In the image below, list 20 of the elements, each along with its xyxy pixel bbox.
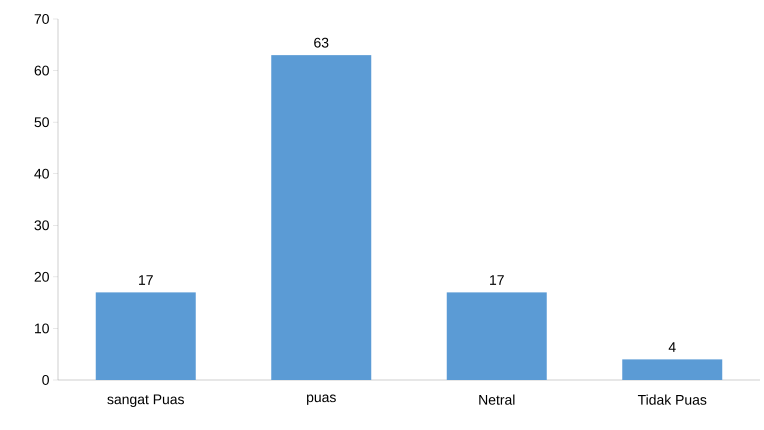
bar	[622, 359, 722, 380]
y-tick-label: 40	[34, 168, 49, 179]
bar	[96, 292, 196, 380]
data-label: 17	[490, 275, 504, 285]
data-label: 17	[139, 275, 153, 285]
x-tick-label: Netral	[479, 394, 514, 405]
x-tick-label: puas	[307, 394, 336, 405]
y-tick-label: 70	[34, 14, 49, 24]
bar	[446, 292, 547, 380]
y-tick-label: 60	[34, 66, 49, 76]
y-tick-label: 20	[34, 272, 49, 282]
x-tick-label: Tidak Puas	[638, 394, 706, 405]
data-label: 4	[668, 342, 676, 352]
x-tick-label: sangat Puas	[107, 394, 184, 408]
bar	[271, 55, 372, 380]
y-tick-label: 30	[34, 220, 49, 230]
data-label: 63	[314, 38, 328, 48]
y-tick-label: 50	[34, 117, 49, 128]
y-tick-label: 0	[42, 375, 49, 385]
y-tick-label: 10	[35, 323, 49, 334]
